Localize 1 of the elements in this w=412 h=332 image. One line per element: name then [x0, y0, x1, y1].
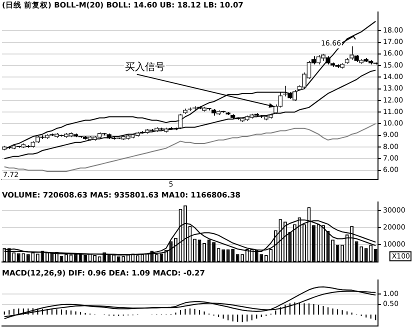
annotation: 买入信号	[124, 60, 165, 73]
